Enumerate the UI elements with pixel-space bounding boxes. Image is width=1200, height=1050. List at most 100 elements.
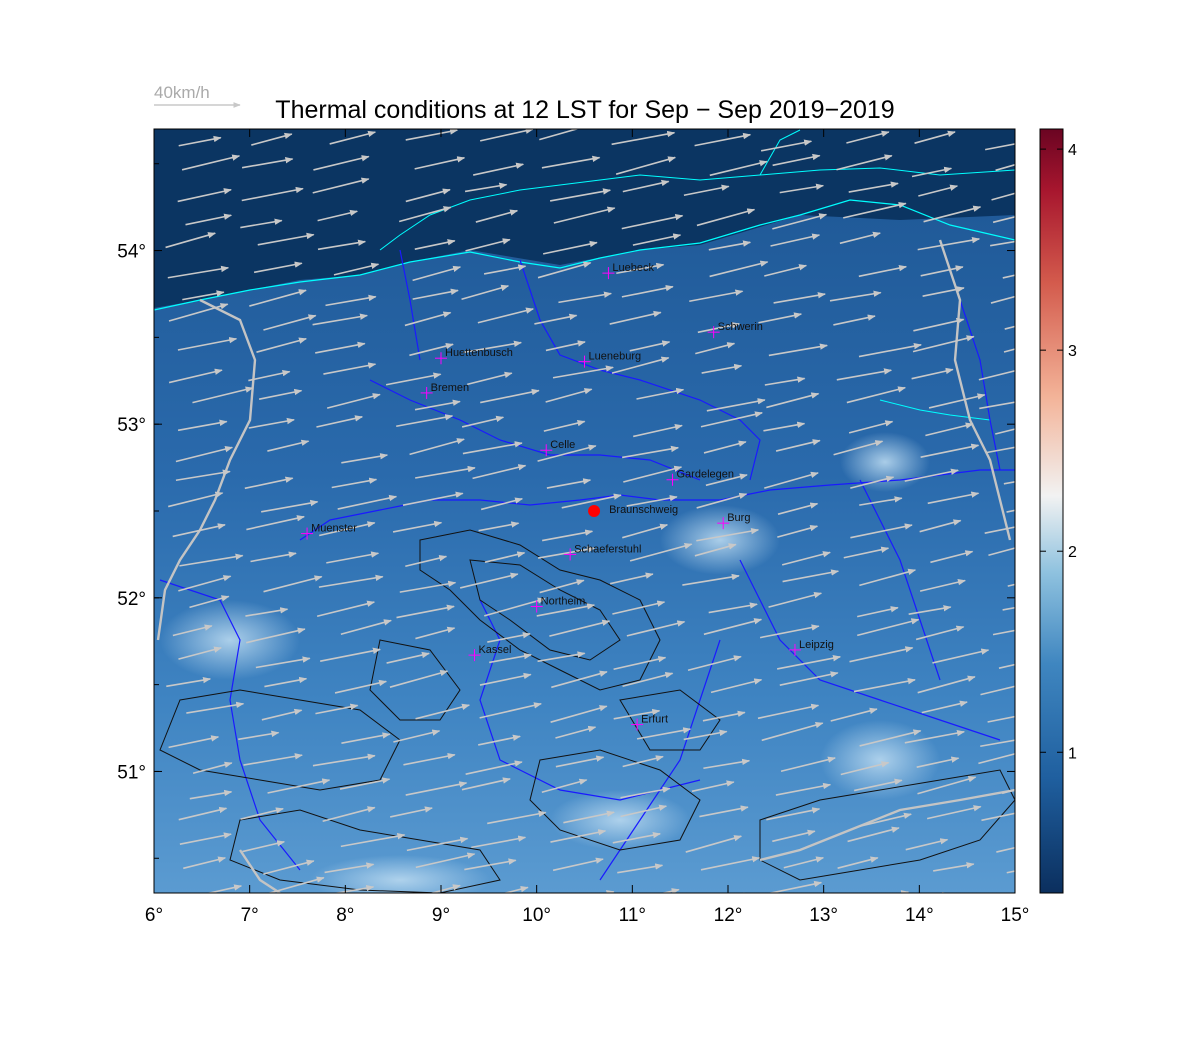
wind-arrow — [331, 477, 378, 489]
city-lueneburg[interactable]: Lueneburg — [578, 351, 642, 368]
wind-arrow — [178, 806, 228, 821]
wind-arrow — [917, 776, 977, 795]
wind-arrows — [165, 129, 1015, 893]
wind-arrow — [317, 209, 359, 222]
wind-arrow — [702, 710, 746, 722]
wind-arrow — [920, 443, 980, 458]
wind-arrow — [339, 777, 391, 790]
wind-arrow — [915, 625, 965, 641]
wind-arrow — [682, 573, 740, 586]
x-tick-label: 6° — [145, 905, 163, 926]
wind-arrow — [240, 218, 283, 229]
wind-arrow — [563, 810, 615, 824]
wind-arrow — [552, 365, 614, 379]
wind-arrow — [313, 155, 370, 171]
city-muenster[interactable]: Muenster — [301, 523, 357, 540]
wind-arrow — [919, 519, 962, 533]
wind-arrow — [412, 288, 459, 300]
wind-arrow — [743, 892, 753, 893]
wind-arrow — [537, 261, 592, 279]
wind-arrow — [783, 856, 825, 869]
wind-arrow — [340, 833, 406, 848]
wind-arrow — [621, 214, 684, 230]
wind-arrow — [333, 262, 380, 276]
wind-arrow — [186, 701, 245, 714]
wind-arrow — [396, 604, 455, 619]
wind-arrow — [479, 702, 542, 719]
wind-arrow — [923, 205, 982, 223]
wind-arrow — [393, 729, 441, 743]
wind-arrow — [777, 655, 841, 670]
wind-arrow — [995, 163, 1015, 172]
city-schaeferstuhl[interactable]: Schaeferstuhl — [564, 543, 641, 561]
wind-arrow — [687, 655, 742, 672]
city-leipzig[interactable]: Leipzig — [788, 639, 834, 656]
selected-site[interactable]: Braunschweig — [588, 504, 678, 517]
wind-arrow — [561, 493, 622, 509]
wind-arrow — [919, 579, 966, 592]
wind-arrow — [911, 367, 954, 380]
wind-arrow — [409, 438, 465, 456]
wind-arrow — [1006, 509, 1015, 513]
y-tick-label: 53° — [117, 415, 146, 436]
wind-arrow — [622, 523, 669, 539]
wind-arrow — [849, 646, 914, 663]
x-tick-label: 7° — [241, 905, 259, 926]
wind-arrow — [479, 672, 532, 686]
y-tick-label: 51° — [117, 762, 146, 783]
light-patch — [660, 505, 780, 575]
city-gardelegen[interactable]: Gardelegen — [666, 469, 735, 486]
wind-arrow — [780, 756, 836, 773]
wind-arrow — [685, 835, 743, 853]
wind-arrow — [471, 835, 527, 849]
wind-arrow — [850, 475, 895, 489]
wind-arrow — [620, 804, 668, 818]
site-dot[interactable] — [588, 505, 601, 517]
city-schwerin[interactable]: Schwerin — [707, 321, 763, 339]
wind-arrow — [703, 440, 747, 454]
wind-arrow — [848, 420, 894, 434]
city-luebeck[interactable]: Luebeck — [602, 262, 655, 280]
wind-arrow — [555, 725, 597, 739]
wind-arrow — [475, 209, 519, 223]
wind-arrow — [696, 492, 748, 509]
wind-arrow — [857, 606, 899, 618]
city-kassel[interactable]: Kassel — [468, 644, 512, 662]
wind-arrow — [238, 730, 280, 741]
wind-arrow — [859, 812, 912, 828]
wind-arrow — [389, 669, 449, 688]
city-celle[interactable]: Celle — [540, 439, 575, 457]
wind-arrow — [617, 863, 664, 874]
wind-arrow — [248, 417, 295, 429]
city-erfurt[interactable]: Erfurt — [631, 714, 668, 731]
wind-arrow — [979, 401, 1015, 410]
city-burg[interactable]: Burg — [717, 512, 750, 530]
wind-arrow — [611, 130, 676, 146]
wind-arrow — [472, 464, 527, 480]
wind-arrow — [325, 294, 377, 307]
wind-arrow — [660, 888, 680, 893]
wind-arrow — [319, 521, 376, 537]
wind-arrow — [246, 627, 306, 644]
wind-arrow — [987, 715, 1015, 723]
wind-arrow — [256, 337, 307, 353]
city-huettenbusch[interactable]: Huettenbusch — [435, 347, 513, 365]
city-label: Burg — [727, 512, 750, 524]
wind-arrow — [777, 502, 819, 515]
wind-arrow — [694, 543, 737, 557]
colorbar-tick-label: 4 — [1068, 142, 1077, 159]
wind-arrow — [632, 233, 682, 246]
wind-arrow — [609, 572, 654, 585]
city-bremen[interactable]: Bremen — [420, 382, 470, 399]
colorbar-tick-label: 3 — [1068, 343, 1077, 360]
wind-arrow — [185, 213, 233, 226]
wind-arrow — [767, 880, 823, 893]
wind-arrow — [165, 232, 216, 249]
wind-arrow — [978, 369, 1015, 381]
wind-arrow — [539, 579, 585, 594]
wind-arrow — [317, 239, 367, 251]
city-northeim[interactable]: Northeim — [530, 596, 586, 613]
wind-arrow — [315, 341, 366, 354]
wind-arrow — [318, 574, 384, 588]
wind-arrow — [341, 453, 389, 464]
